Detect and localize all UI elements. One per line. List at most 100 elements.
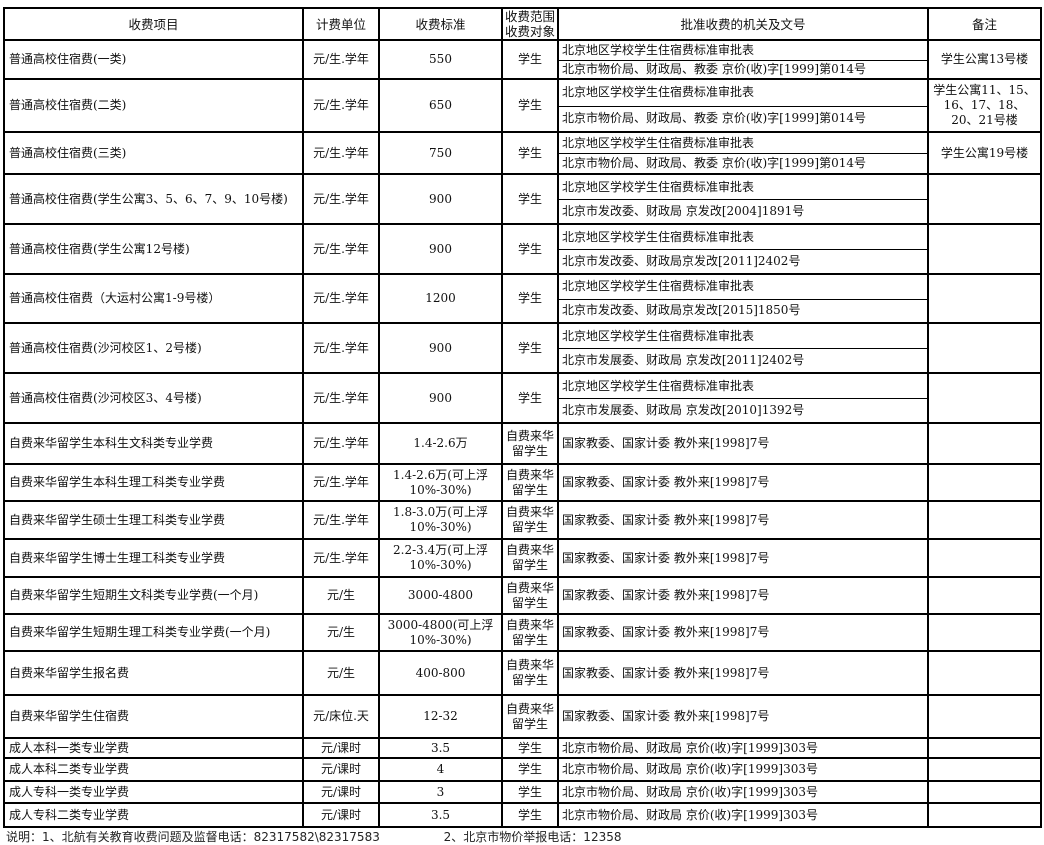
fee-item: 成人专科一类专业学费 [3,780,304,804]
approval-authority: 北京地区学校学生住宿费标准审批表 北京市发改委、财政局京发改[2015]1850号 [557,273,929,324]
table-row: 普通高校住宿费(二类) 元/生.学年 650 学生 北京地区学校学生住宿费标准审批表 北京… [3,78,1042,133]
fee-scope: 自费来华留学生 [501,463,559,502]
fee-item: 普通高校住宿费(二类) [3,78,304,133]
billing-unit: 元/生.学年 [302,538,380,578]
fee-standard: 900 [378,322,503,374]
approval-authority: 北京市物价局、财政局 京价(收)字[1999]303号 [557,737,929,759]
remark [927,273,1042,324]
billing-unit: 元/课时 [302,802,380,828]
header-remark: 备注 [927,7,1042,41]
table-row: 自费来华留学生本科生文科类专业学费 元/生.学年 1.4-2.6万 自费来华留学生 国家… [3,422,1042,465]
fee-standard: 3.5 [378,802,503,828]
fee-scope: 学生 [501,223,559,275]
approval-line: 北京地区学校学生住宿费标准审批表 [562,229,755,244]
approval-line: 北京市物价局、财政局 京价(收)字[1999]303号 [562,784,818,799]
fee-standard: 900 [378,223,503,275]
fee-scope: 自费来华留学生 [501,694,559,739]
approval-line: 国家教委、国家计委 教外来[1998]7号 [562,709,770,723]
fee-item: 自费来华留学生本科生理工科类专业学费 [3,463,304,502]
billing-unit: 元/课时 [302,737,380,759]
approval-authority: 北京地区学校学生住宿费标准审批表 北京市物价局、财政局、教委 京价(收)字[199… [557,78,929,133]
remark [927,500,1042,540]
approval-authority: 国家教委、国家计委 教外来[1998]7号 [557,500,929,540]
approval-line: 北京市发展委、财政局 京发改[2010]1392号 [560,398,926,421]
fee-standard: 650 [378,78,503,133]
fee-standard: 1200 [378,273,503,324]
billing-unit: 元/生.学年 [302,39,380,80]
table-row: 成人专科二类专业学费 元/课时 3.5 学生 北京市物价局、财政局 京价(收)字[199… [3,802,1042,828]
remark [927,737,1042,759]
billing-unit: 元/床位.天 [302,694,380,739]
approval-line: 北京地区学校学生住宿费标准审批表 [562,328,755,343]
billing-unit: 元/生.学年 [302,223,380,275]
table-body: 普通高校住宿费(一类) 元/生.学年 550 学生 北京地区学校学生住宿费标准审批表 北京… [3,39,1042,828]
approval-line: 北京市发展委、财政局 京发改[2011]2402号 [560,348,926,371]
approval-line: 北京地区学校学生住宿费标准审批表 [562,179,755,194]
fee-scope: 自费来华留学生 [501,650,559,696]
table-row: 普通高校住宿费(沙河校区3、4号楼) 元/生.学年 900 学生 北京地区学校学生住宿费… [3,372,1042,424]
fee-standard: 1.8-3.0万(可上浮10%-30%) [378,500,503,540]
fee-scope: 学生 [501,78,559,133]
remark [927,372,1042,424]
approval-line: 北京市物价局、财政局 京价(收)字[1999]303号 [562,762,818,776]
header-scope: 收费范围 收费对象 [501,7,559,41]
remark [927,576,1042,615]
fee-item: 成人本科一类专业学费 [3,737,304,759]
approval-line: 北京市发改委、财政局 京发改[2004]1891号 [560,199,926,222]
fee-standard: 12-32 [378,694,503,739]
approval-authority: 国家教委、国家计委 教外来[1998]7号 [557,694,929,739]
fee-scope: 学生 [501,780,559,804]
table-row: 成人专科一类专业学费 元/课时 3 学生 北京市物价局、财政局 京价(收)字[1999]… [3,780,1042,804]
approval-line: 国家教委、国家计委 教外来[1998]7号 [562,625,770,639]
billing-unit: 元/生.学年 [302,463,380,502]
fee-item: 普通高校住宿费(三类) [3,131,304,175]
billing-unit: 元/生.学年 [302,173,380,225]
fee-scope: 自费来华留学生 [501,576,559,615]
table-row: 自费来华留学生短期生理工科类专业学费(一个月) 元/生 3000-4800(可上浮1… [3,613,1042,652]
footer-note-2: 2、北京市物价举报电话：12358 [443,830,622,844]
remark [927,694,1042,739]
fee-scope: 自费来华留学生 [501,500,559,540]
fee-standard: 2.2-3.4万(可上浮10%-30%) [378,538,503,578]
fee-item: 成人本科二类专业学费 [3,757,304,782]
approval-line: 北京市物价局、财政局、教委 京价(收)字[1999]第014号 [560,59,926,78]
table-row: 普通高校住宿费(三类) 元/生.学年 750 学生 北京地区学校学生住宿费标准审批表 北京… [3,131,1042,175]
footer-note-1: 说明：1、北航有关教育收费问题及监督电话：82317582\82317583 [6,830,380,844]
fee-item: 自费来华留学生本科生文科类专业学费 [3,422,304,465]
fee-scope: 学生 [501,322,559,374]
remark [927,613,1042,652]
remark [927,223,1042,275]
approval-line: 北京市物价局、财政局、教委 京价(收)字[1999]第014号 [560,105,926,131]
fee-item: 自费来华留学生短期生理工科类专业学费(一个月) [3,613,304,652]
fee-scope: 自费来华留学生 [501,613,559,652]
approval-authority: 北京市物价局、财政局 京价(收)字[1999]303号 [557,802,929,828]
table-row: 普通高校住宿费（大运村公寓1-9号楼） 元/生.学年 1200 学生 北京地区学校学生住… [3,273,1042,324]
table-row: 普通高校住宿费(学生公寓3、5、6、7、9、10号楼) 元/生.学年 900 学生 北京… [3,173,1042,225]
approval-authority: 北京市物价局、财政局 京价(收)字[1999]303号 [557,780,929,804]
fee-standard: 900 [378,372,503,424]
header-item: 收费项目 [3,7,304,41]
approval-authority: 北京地区学校学生住宿费标准审批表 北京市发改委、财政局京发改[2011]2402号 [557,223,929,275]
fee-table: 收费项目 计费单位 收费标准 收费范围 收费对象 批准收费的机关及文号 备注 普通… [3,7,1042,828]
approval-authority: 北京地区学校学生住宿费标准审批表北京市发展委、财政局 京发改[2011]2402… [557,322,929,374]
approval-line: 北京市物价局、财政局 京价(收)字[1999]303号 [562,740,818,755]
table-row: 自费来华留学生短期生文科类专业学费(一个月) 元/生 3000-4800 自费来华留学… [3,576,1042,615]
approval-authority: 国家教委、国家计委 教外来[1998]7号 [557,463,929,502]
approval-line: 北京地区学校学生住宿费标准审批表 [562,378,755,393]
approval-line: 北京市发改委、财政局京发改[2015]1850号 [560,298,926,322]
remark [927,322,1042,374]
billing-unit: 元/生.学年 [302,322,380,374]
fee-standard: 3 [378,780,503,804]
remark: 学生公寓19号楼 [927,131,1042,175]
table-row: 成人本科二类专业学费 元/课时 4 学生 北京市物价局、财政局 京价(收)字[1999]… [3,757,1042,782]
remark [927,780,1042,804]
table-row: 成人本科一类专业学费 元/课时 3.5 学生 北京市物价局、财政局 京价(收)字[199… [3,737,1042,759]
fee-scope: 学生 [501,737,559,759]
fee-standard: 3.5 [378,737,503,759]
header-scope-line1: 收费范围 [504,9,555,24]
header-scope-line2: 收费对象 [504,24,555,39]
fee-standard: 1.4-2.6万(可上浮10%-30%) [378,463,503,502]
header-standard: 收费标准 [378,7,503,41]
billing-unit: 元/生 [302,576,380,615]
fee-item: 普通高校住宿费(沙河校区1、2号楼) [3,322,304,374]
